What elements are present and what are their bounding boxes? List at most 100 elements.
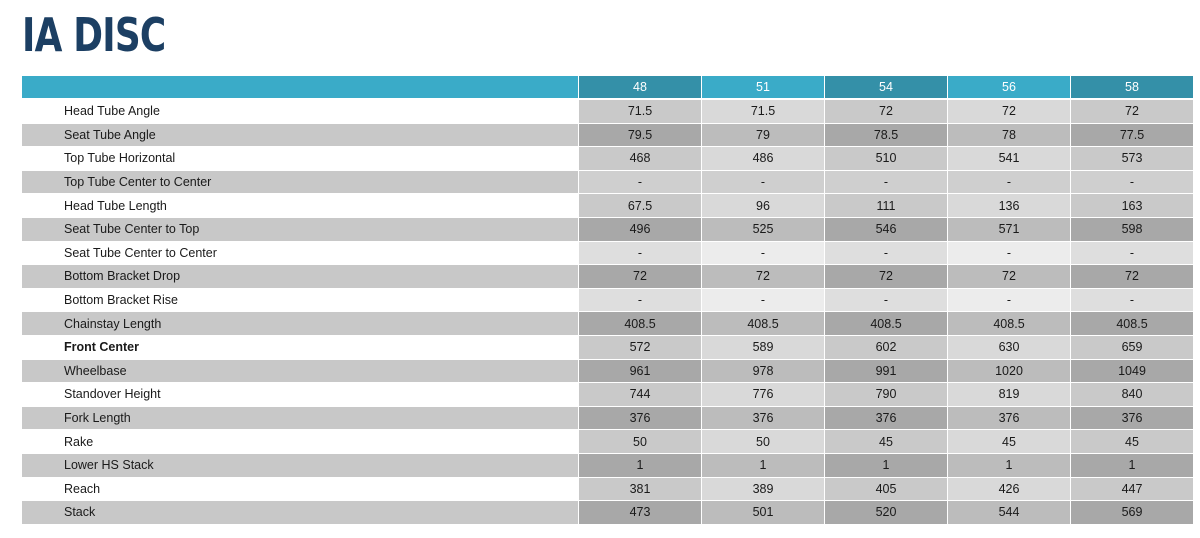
table-row: Reach 381 389 405 426 447 (22, 477, 1193, 502)
value-cell: 1 (824, 453, 947, 478)
table-row: Wheelbase 961 978 991 1020 1049 (22, 359, 1193, 384)
value-cell: 376 (701, 406, 824, 431)
value-cell: 473 (578, 501, 701, 525)
value-cell: 78 (947, 123, 1070, 148)
size-header: 48 (578, 76, 701, 100)
value-cell: 840 (1070, 383, 1193, 407)
table-row: Fork Length 376 376 376 376 376 (22, 406, 1193, 431)
value-cell: 72 (1070, 100, 1193, 124)
size-header: 56 (947, 76, 1070, 100)
row-label: Reach (22, 477, 578, 502)
value-cell: - (947, 170, 1070, 195)
value-cell: 447 (1070, 477, 1193, 502)
value-cell: 978 (701, 359, 824, 384)
value-cell: 408.5 (824, 312, 947, 336)
value-cell: 991 (824, 359, 947, 384)
row-label: Bottom Bracket Rise (22, 288, 578, 313)
value-cell: 790 (824, 383, 947, 407)
table-row: Head Tube Angle 71.5 71.5 72 72 72 (22, 100, 1193, 124)
value-cell: 45 (824, 430, 947, 454)
value-cell: 744 (578, 383, 701, 407)
value-cell: 72 (578, 265, 701, 289)
row-label: Lower HS Stack (22, 453, 578, 478)
value-cell: 572 (578, 335, 701, 360)
value-cell: 389 (701, 477, 824, 502)
row-label: Wheelbase (22, 359, 578, 384)
value-cell: 376 (578, 406, 701, 431)
value-cell: 408.5 (578, 312, 701, 336)
row-label: Seat Tube Angle (22, 123, 578, 148)
geometry-table: 48 51 54 56 58 Head Tube Angle 71.5 71.5 72… (22, 76, 1193, 525)
value-cell: 598 (1070, 217, 1193, 242)
table-row: Chainstay Length 408.5 408.5 408.5 408.5 408.… (22, 312, 1193, 336)
table-row: Top Tube Center to Center - - - - - (22, 170, 1193, 195)
value-cell: - (701, 170, 824, 195)
value-cell: 71.5 (578, 100, 701, 124)
table-row: Seat Tube Center to Center - - - - - (22, 241, 1193, 266)
row-label: Head Tube Angle (22, 100, 578, 124)
row-label: Chainstay Length (22, 312, 578, 336)
row-label: Seat Tube Center to Center (22, 241, 578, 266)
table-row: Lower HS Stack 1 1 1 1 1 (22, 453, 1193, 478)
value-cell: 589 (701, 335, 824, 360)
row-label: Top Tube Center to Center (22, 170, 578, 195)
value-cell: 405 (824, 477, 947, 502)
value-cell: - (947, 241, 1070, 266)
value-cell: - (1070, 241, 1193, 266)
value-cell: 79 (701, 123, 824, 148)
value-cell: 376 (1070, 406, 1193, 431)
row-label: Head Tube Length (22, 194, 578, 218)
value-cell: 496 (578, 217, 701, 242)
value-cell: 1 (701, 453, 824, 478)
header-label-cell (22, 76, 578, 100)
table-row: Standover Height 744 776 790 819 840 (22, 383, 1193, 407)
row-label: Front Center (22, 335, 578, 360)
value-cell: 776 (701, 383, 824, 407)
row-label: Bottom Bracket Drop (22, 265, 578, 289)
value-cell: 546 (824, 217, 947, 242)
table-row: Rake 50 50 45 45 45 (22, 430, 1193, 454)
value-cell: 50 (701, 430, 824, 454)
row-label: Rake (22, 430, 578, 454)
value-cell: - (578, 170, 701, 195)
row-label: Standover Height (22, 383, 578, 407)
table-row: Head Tube Length 67.5 96 111 136 163 (22, 194, 1193, 218)
table-row: Top Tube Horizontal 468 486 510 541 573 (22, 147, 1193, 171)
row-label: Stack (22, 501, 578, 525)
page-title: IA DISC (22, 8, 166, 62)
value-cell: 426 (947, 477, 1070, 502)
value-cell: 72 (701, 265, 824, 289)
table-row: Front Center 572 589 602 630 659 (22, 335, 1193, 360)
value-cell: 45 (947, 430, 1070, 454)
value-cell: 50 (578, 430, 701, 454)
value-cell: 1 (947, 453, 1070, 478)
value-cell: - (578, 288, 701, 313)
value-cell: - (824, 241, 947, 266)
value-cell: - (701, 241, 824, 266)
value-cell: 541 (947, 147, 1070, 171)
value-cell: 602 (824, 335, 947, 360)
value-cell: 111 (824, 194, 947, 218)
value-cell: 78.5 (824, 123, 947, 148)
value-cell: 67.5 (578, 194, 701, 218)
value-cell: 1 (1070, 453, 1193, 478)
table-row: Seat Tube Angle 79.5 79 78.5 78 77.5 (22, 123, 1193, 148)
value-cell: 72 (1070, 265, 1193, 289)
value-cell: 96 (701, 194, 824, 218)
size-header: 51 (701, 76, 824, 100)
value-cell: 569 (1070, 501, 1193, 525)
value-cell: 1020 (947, 359, 1070, 384)
value-cell: 79.5 (578, 123, 701, 148)
value-cell: 486 (701, 147, 824, 171)
value-cell: 376 (947, 406, 1070, 431)
value-cell: 630 (947, 335, 1070, 360)
value-cell: 961 (578, 359, 701, 384)
size-header: 54 (824, 76, 947, 100)
value-cell: 71.5 (701, 100, 824, 124)
row-label: Seat Tube Center to Top (22, 217, 578, 242)
value-cell: 72 (947, 100, 1070, 124)
value-cell: 659 (1070, 335, 1193, 360)
value-cell: 571 (947, 217, 1070, 242)
value-cell: 72 (824, 100, 947, 124)
value-cell: - (578, 241, 701, 266)
